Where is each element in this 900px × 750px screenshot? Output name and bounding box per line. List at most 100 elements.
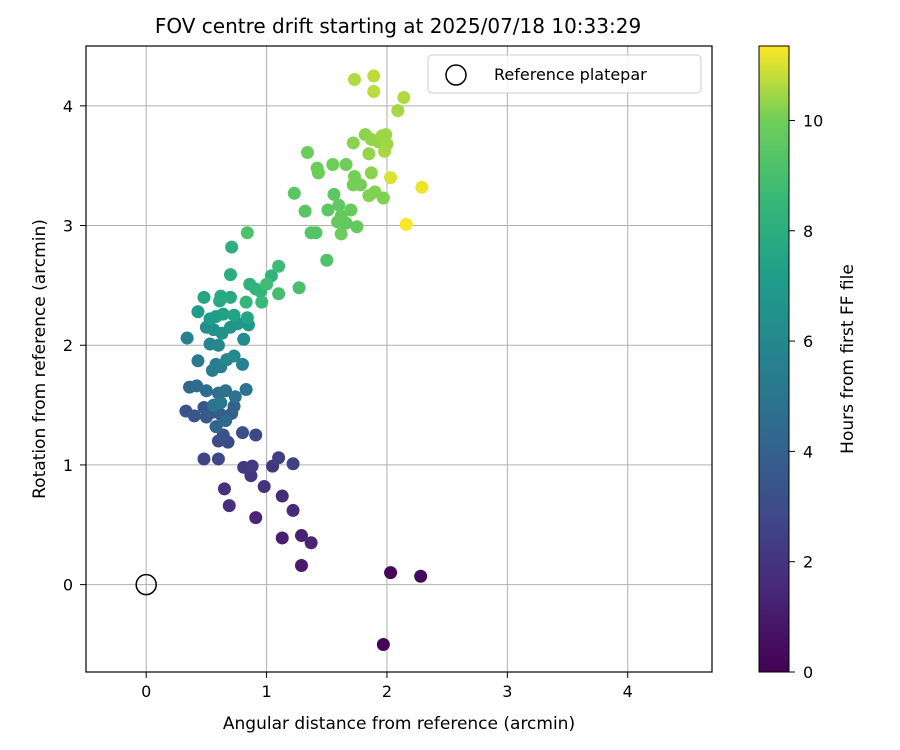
x-tick-label: 3 (502, 682, 512, 701)
data-point (326, 157, 340, 171)
data-point (211, 338, 225, 352)
data-point (414, 569, 428, 583)
data-point (292, 281, 306, 295)
data-point (364, 166, 378, 180)
legend: Reference platepar (427, 54, 702, 94)
data-point (350, 220, 364, 234)
data-point (272, 287, 286, 301)
data-point (236, 357, 249, 371)
data-point (197, 452, 211, 466)
plot-frame (85, 45, 713, 673)
data-point (217, 482, 231, 496)
colorbar-tick-label: 10 (803, 111, 823, 130)
legend-box (427, 54, 702, 94)
y-tick-label: 4 (63, 97, 73, 116)
y-tick-label: 0 (63, 576, 73, 595)
colorbar-ticks: 0 2 4 6 8 10 (789, 111, 823, 682)
data-point (190, 379, 204, 393)
data-point (275, 489, 289, 503)
colorbar-tick-label: 4 (803, 442, 813, 461)
data-point (191, 354, 205, 368)
data-point (223, 290, 237, 304)
reference-platepar-marker (135, 573, 157, 596)
data-point (384, 171, 398, 185)
colorbar (758, 45, 790, 673)
data-point (249, 428, 263, 442)
data-point (216, 307, 230, 321)
data-point (249, 511, 263, 525)
data-point (272, 451, 286, 465)
legend-marker-reference (445, 64, 467, 86)
data-point (309, 226, 323, 240)
data-point (225, 240, 239, 254)
data-point (286, 457, 300, 471)
data-point (245, 459, 259, 473)
x-tick-label: 4 (623, 682, 633, 701)
data-point (346, 136, 360, 150)
data-point (332, 198, 346, 212)
data-point (191, 305, 205, 319)
data-point (214, 396, 228, 410)
data-point (367, 69, 381, 83)
data-point (222, 499, 236, 513)
data-point (214, 289, 228, 303)
data-point (311, 166, 325, 180)
data-point (209, 420, 223, 434)
data-point (287, 186, 301, 200)
data-point (286, 503, 300, 517)
data-point (255, 295, 269, 309)
data-point (399, 217, 413, 231)
data-point (301, 146, 315, 160)
data-point (228, 390, 242, 404)
data-point (240, 311, 254, 325)
data-point (320, 253, 334, 267)
x-axis-label: Angular distance from reference (arcmin) (223, 714, 575, 734)
data-point (257, 479, 271, 493)
data-point (327, 187, 341, 201)
colorbar-tick-label: 2 (803, 553, 813, 572)
colorbar-tick-label: 0 (803, 663, 813, 682)
data-point (219, 414, 233, 428)
x-tick-label: 1 (261, 682, 271, 701)
data-point (240, 226, 254, 240)
data-point (353, 178, 367, 192)
legend-entry-reference: Reference platepar (494, 65, 647, 84)
data-point (378, 144, 392, 158)
data-point (219, 384, 233, 398)
data-point (384, 566, 398, 580)
x-tick-label: 2 (382, 682, 392, 701)
data-point (180, 331, 194, 345)
data-point (187, 409, 201, 423)
data-point (236, 426, 249, 440)
colorbar-tick-label: 6 (803, 332, 813, 351)
data-point (334, 227, 348, 241)
data-point (347, 73, 361, 87)
data-point (362, 147, 376, 161)
data-point (260, 277, 274, 291)
data-point (239, 295, 253, 309)
data-point (376, 637, 390, 651)
data-point (304, 536, 318, 550)
chart-title: FOV centre drift starting at 2025/07/18 … (155, 14, 641, 38)
data-point (331, 215, 345, 229)
data-point (298, 204, 312, 218)
data-point (339, 157, 353, 171)
data-point (367, 84, 381, 98)
data-point (227, 399, 241, 413)
data-point (227, 349, 241, 363)
data-point (294, 529, 308, 543)
data-point (415, 180, 429, 194)
data-point (391, 104, 405, 118)
data-point (321, 203, 335, 217)
y-tick-label: 1 (63, 456, 73, 475)
data-point (344, 203, 358, 217)
grid-lines (86, 46, 712, 672)
data-point (199, 384, 213, 398)
data-point (272, 259, 286, 273)
y-tick-label: 2 (63, 336, 73, 355)
data-point (397, 90, 411, 104)
data-point (227, 308, 241, 322)
data-point (294, 558, 308, 572)
data-point (197, 290, 211, 304)
